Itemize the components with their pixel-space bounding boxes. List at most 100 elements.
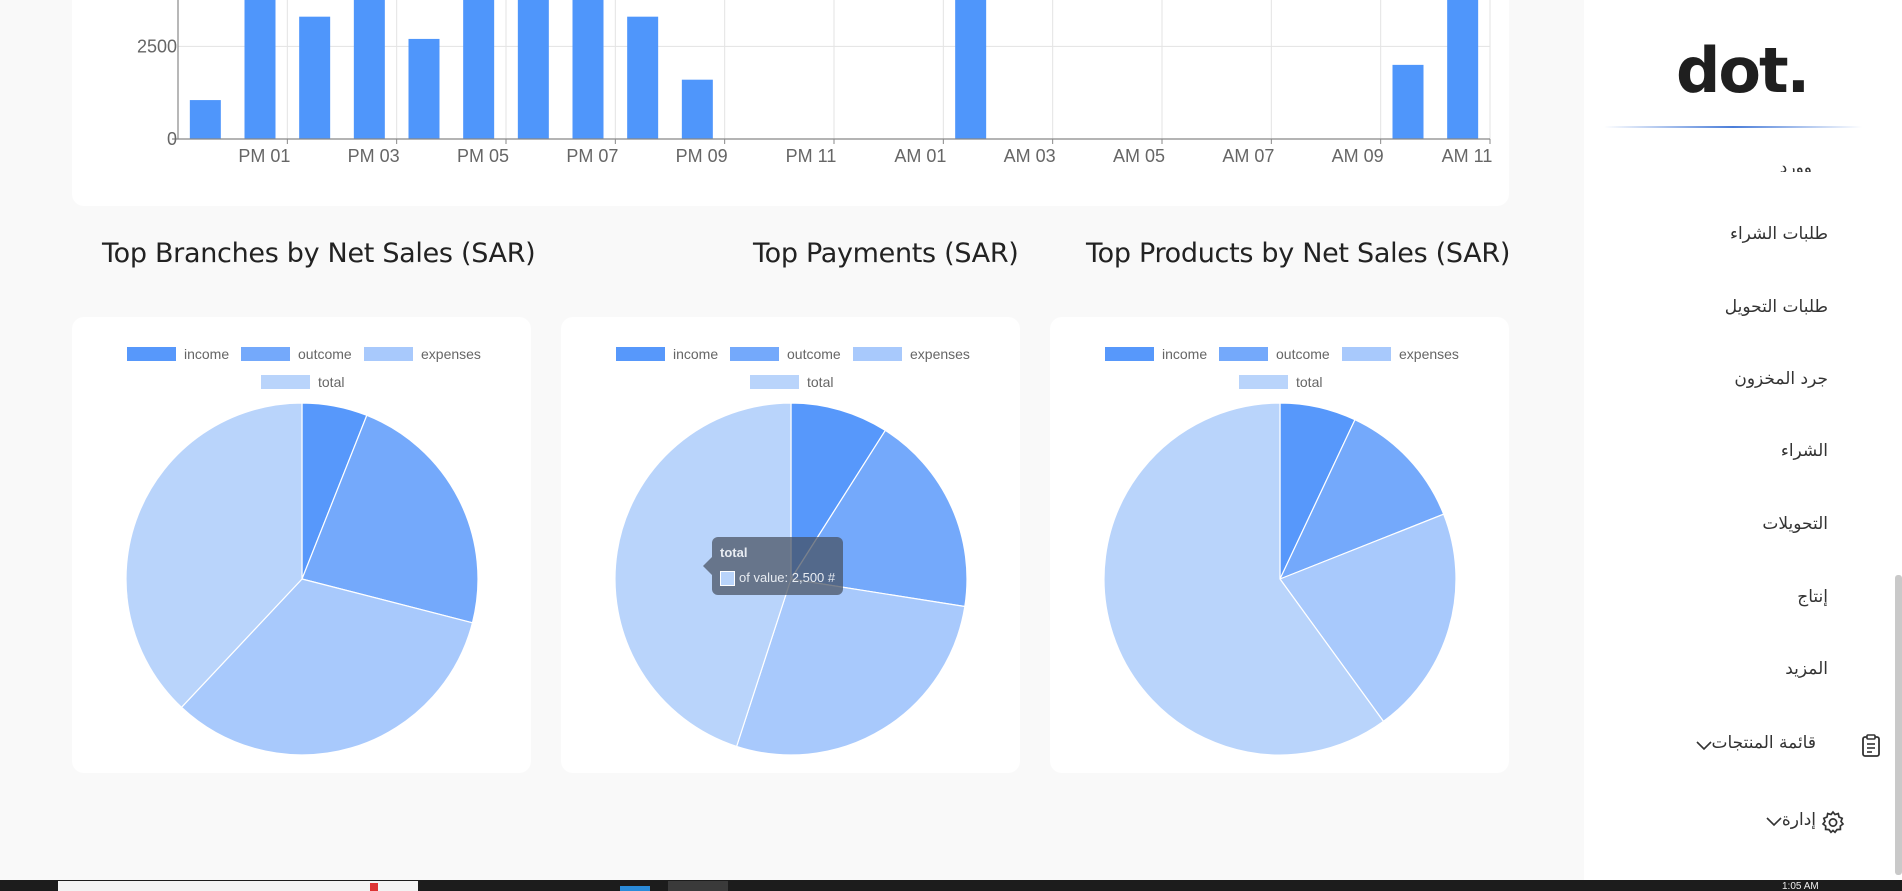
bar-chart-y-ticks: 0 2500 <box>137 36 177 149</box>
sidebar-item-partial-label: وورد <box>1779 158 1812 172</box>
bar-chart-bar <box>244 0 276 139</box>
sidebar-item-more[interactable]: المزيد <box>1785 659 1828 679</box>
pie-slice-expenses[interactable] <box>1279 513 1457 723</box>
products-pie-card: income outcome expenses total <box>1050 317 1509 773</box>
branches-pie-card: income outcome expenses total <box>72 317 531 773</box>
legend-swatch <box>127 347 176 361</box>
bar-chart-x-tick-label: AM 11 <box>1442 146 1493 166</box>
chevron-down-icon[interactable] <box>1695 740 1713 752</box>
taskbar-app-icon[interactable] <box>370 883 378 891</box>
bar-chart-x-tick-label: AM 07 <box>1222 146 1274 166</box>
taskbar-clock: 1:05 AM <box>1782 881 1819 891</box>
legend-label[interactable]: expenses <box>421 346 481 362</box>
products-chart-title: Top Products by Net Sales (SAR) <box>1086 238 1511 269</box>
products-pie-chart: income outcome expenses total <box>1103 346 1459 756</box>
bar-chart-x-tick-label: AM 01 <box>894 146 946 166</box>
pie-slice-outcome[interactable] <box>1278 418 1445 581</box>
bar-chart-bars <box>189 0 1479 139</box>
legend-label[interactable]: expenses <box>910 346 970 362</box>
bar-chart-bar <box>627 16 659 139</box>
bar-chart-x-tick-label: PM 07 <box>566 146 618 166</box>
legend-label[interactable]: expenses <box>1399 346 1459 362</box>
legend-label[interactable]: total <box>1296 374 1322 390</box>
sidebar-item-transfer-requests[interactable]: طلبات التحويل <box>1724 297 1828 317</box>
chevron-down-icon[interactable] <box>1765 816 1783 828</box>
bar-chart-bar <box>1447 0 1479 139</box>
pie-tooltip: total of value: 2,500 # <box>703 537 843 595</box>
bar-chart-bar <box>299 16 331 139</box>
bar-chart-bar <box>955 0 987 139</box>
taskbar-search-box[interactable] <box>58 881 418 891</box>
bar-chart-x-tick-label: AM 05 <box>1113 146 1165 166</box>
pie-legend: income outcome expenses total <box>1105 346 1459 390</box>
pie-legend: income outcome expenses total <box>616 346 970 390</box>
sidebar-item-stock-count[interactable]: جرد المخزون <box>1734 369 1828 389</box>
bar-chart-y-tick-label: 2500 <box>137 36 177 56</box>
bar-chart-x-tick-label: AM 03 <box>1004 146 1056 166</box>
legend-label[interactable]: total <box>318 374 344 390</box>
legend-label[interactable]: outcome <box>1276 346 1330 362</box>
bar-chart-bar <box>353 0 385 139</box>
legend-swatch <box>364 347 413 361</box>
pie-legend: income outcome expenses total <box>127 346 481 390</box>
logo-divider <box>1604 126 1862 128</box>
bar-chart-x-ticks: PM 01 PM 03 PM 05 PM 07 PM 09 PM 11 AM 01 AM 03… <box>238 139 1492 166</box>
branches-pie-chart: income outcome expenses total <box>125 346 481 756</box>
bar-chart-axes <box>172 0 1490 140</box>
tooltip-color-swatch <box>720 571 735 586</box>
bar-chart-bar <box>463 0 495 139</box>
gear-icon <box>1821 810 1845 834</box>
bar-chart-x-tick-label: PM 05 <box>457 146 509 166</box>
legend-label[interactable]: outcome <box>787 346 841 362</box>
legend-label[interactable]: income <box>184 346 229 362</box>
bar-chart-bar <box>408 38 440 139</box>
sidebar: dot. وورد طلبات الشراء طلبات التحويل جرد… <box>1584 0 1902 880</box>
legend-label[interactable]: income <box>673 346 718 362</box>
legend-label[interactable]: income <box>1162 346 1207 362</box>
payments-chart-title: Top Payments (SAR) <box>753 238 1019 269</box>
tooltip-title: total <box>720 545 748 560</box>
clipboard-list-icon <box>1862 734 1880 757</box>
taskbar-app-icon[interactable] <box>668 881 728 891</box>
taskbar-app-icon[interactable] <box>620 886 650 891</box>
bar-chart-bar <box>1392 64 1424 139</box>
bar-chart-x-tick-label: PM 03 <box>348 146 400 166</box>
pie-slice-expenses[interactable] <box>180 578 474 756</box>
os-taskbar <box>0 880 1902 891</box>
pie-slice-expenses[interactable] <box>735 578 966 756</box>
legend-swatch <box>616 347 665 361</box>
bar-chart-x-tick-label: PM 01 <box>238 146 290 166</box>
bar-chart-bar <box>189 100 221 139</box>
legend-swatch <box>853 347 902 361</box>
sidebar-item-purchasing[interactable]: الشراء <box>1780 441 1828 461</box>
branches-chart-title: Top Branches by Net Sales (SAR) <box>102 238 536 269</box>
pie-slice-income[interactable] <box>790 402 887 582</box>
legend-label[interactable]: outcome <box>298 346 352 362</box>
sidebar-item-product-list[interactable]: قائمة المنتجات <box>1711 733 1816 753</box>
sidebar-item-purchase-requests[interactable]: طلبات الشراء <box>1729 224 1828 244</box>
legend-label[interactable]: total <box>807 374 833 390</box>
pie-slice-total[interactable] <box>125 402 303 709</box>
bar-chart-y-tick-label: 0 <box>167 129 177 149</box>
bar-chart-bar <box>681 79 713 139</box>
sidebar-item-partial[interactable]: وورد <box>1752 152 1812 172</box>
sidebar-item-transfers[interactable]: التحويلات <box>1762 514 1828 534</box>
sidebar-item-admin[interactable]: إدارة <box>1781 810 1816 830</box>
bar-chart-x-tick-label: PM 09 <box>676 146 728 166</box>
dot-logo[interactable]: dot. <box>1676 34 1810 107</box>
bar-chart-bar <box>572 0 604 139</box>
legend-swatch <box>1219 347 1268 361</box>
bar-chart-grid <box>177 0 1491 139</box>
legend-swatch <box>261 375 310 389</box>
legend-swatch <box>241 347 290 361</box>
sidebar-item-production[interactable]: إنتاج <box>1797 587 1828 607</box>
tooltip-value: of value: 2,500 # <box>739 570 836 585</box>
bar-chart-x-tick-label: AM 09 <box>1332 146 1384 166</box>
legend-swatch <box>750 375 799 389</box>
pie-slice-outcome[interactable] <box>301 414 479 624</box>
pie-slice-total[interactable] <box>1103 402 1385 756</box>
bar-chart-x-tick-label: PM 11 <box>786 146 837 166</box>
bar-chart-bar <box>517 0 549 139</box>
page-scrollbar[interactable] <box>1895 575 1902 875</box>
legend-swatch <box>730 347 779 361</box>
